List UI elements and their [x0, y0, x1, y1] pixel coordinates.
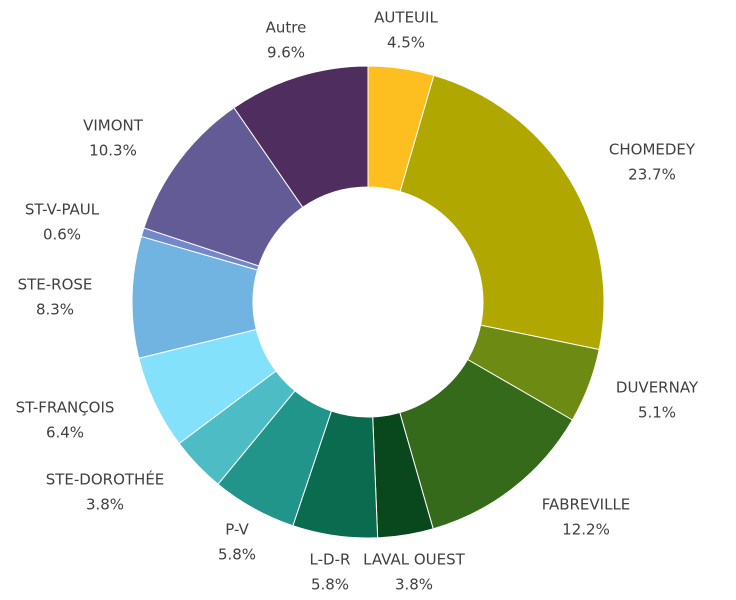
- slice-value-label: 5.8%: [311, 576, 349, 594]
- slice-value-label: 6.4%: [46, 424, 84, 442]
- slice-label: Autre: [266, 19, 307, 37]
- slice-value-label: 3.8%: [395, 576, 433, 594]
- slice-value-label: 4.5%: [387, 34, 425, 52]
- slice-label: P-V: [225, 521, 249, 539]
- slice-value-label: 0.6%: [43, 226, 81, 244]
- donut-slice: [399, 74, 605, 351]
- slice-label: CHOMEDEY: [609, 141, 696, 159]
- slice-value-label: 3.8%: [86, 496, 124, 514]
- donut-slice: [399, 358, 574, 530]
- slice-label: STE-DOROTHÉE: [46, 470, 165, 489]
- slice-value-label: 8.3%: [36, 301, 74, 319]
- slice-value-label: 10.3%: [89, 142, 137, 160]
- donut-slice: [233, 65, 369, 209]
- slice-label: FABREVILLE: [542, 496, 631, 514]
- slice-value-label: 9.6%: [267, 44, 305, 62]
- slice-value-label: 5.1%: [638, 404, 676, 422]
- slice-label: AUTEUIL: [374, 9, 438, 27]
- slice-label: STE-ROSE: [18, 276, 93, 294]
- slice-label: ST-V-PAUL: [25, 201, 100, 219]
- slice-label: LAVAL OUEST: [363, 551, 465, 569]
- slice-label: ST-FRANÇOIS: [16, 399, 115, 417]
- slice-label: DUVERNAY: [616, 379, 699, 397]
- slice-value-label: 12.2%: [562, 521, 610, 539]
- slice-label: VIMONT: [83, 117, 144, 135]
- slice-label: L-D-R: [310, 551, 351, 569]
- slice-value-label: 5.8%: [218, 546, 256, 564]
- slice-value-label: 23.7%: [628, 166, 676, 184]
